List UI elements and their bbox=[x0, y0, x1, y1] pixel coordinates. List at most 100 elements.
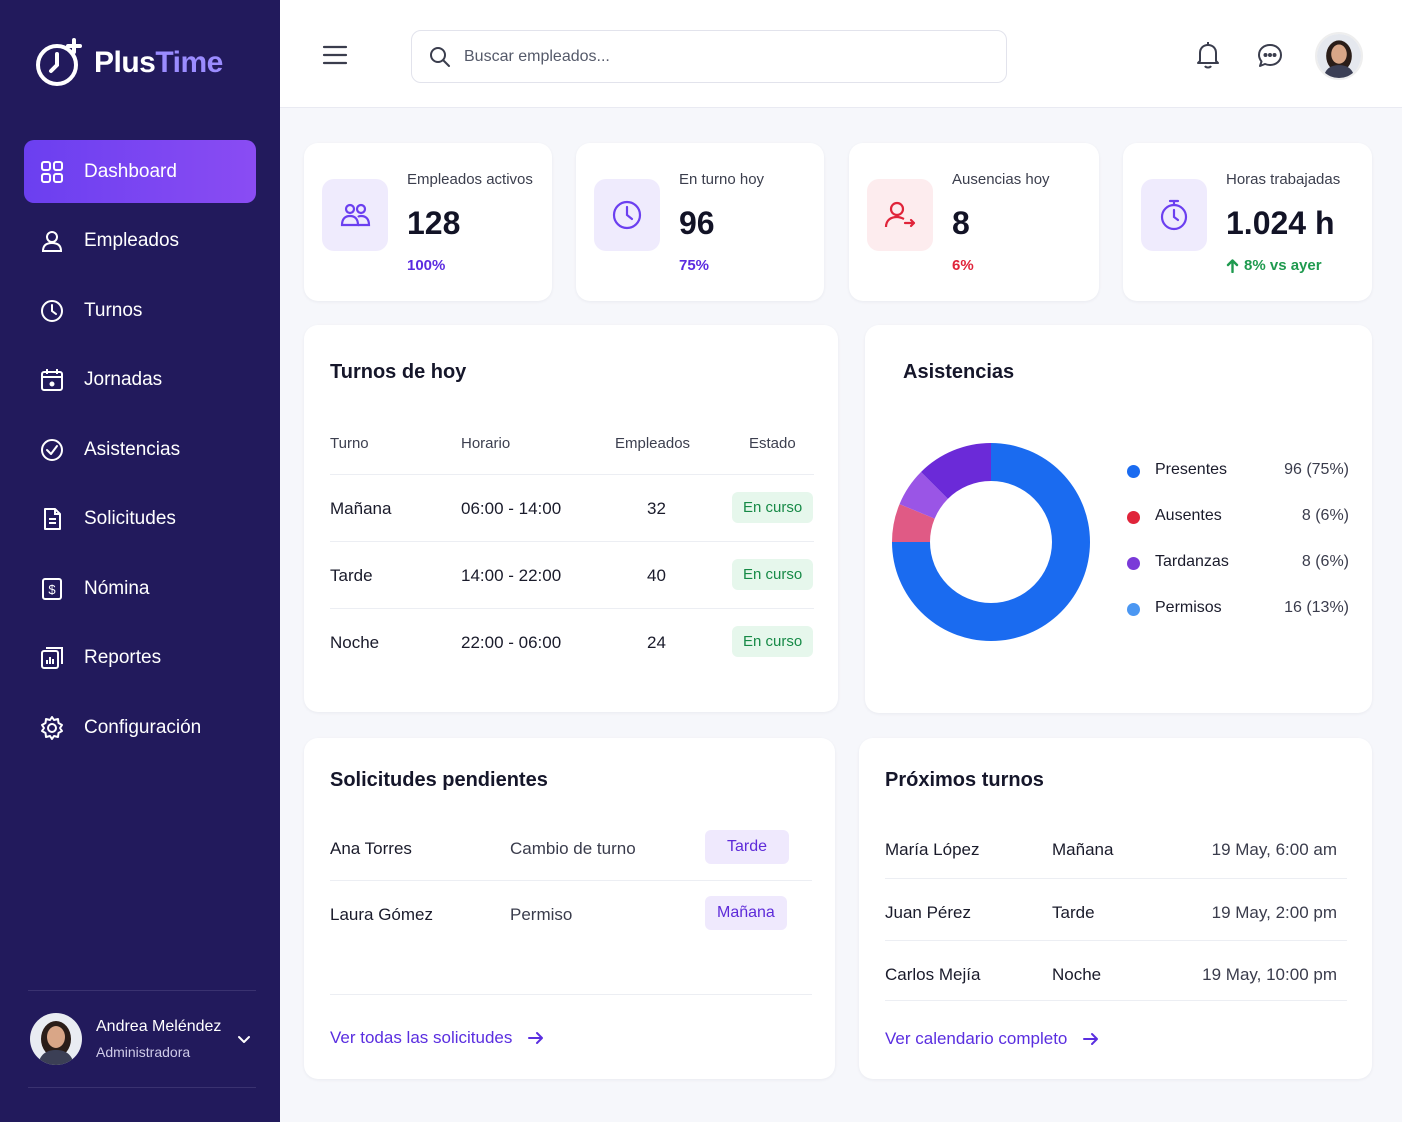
shift-date: 19 May, 6:00 am bbox=[1211, 840, 1337, 859]
legend-dot bbox=[1127, 465, 1140, 478]
divider bbox=[885, 1000, 1347, 1001]
sidebar-item-label: Asistencias bbox=[84, 438, 181, 460]
sidebar-item-empleados[interactable]: Empleados bbox=[24, 210, 256, 273]
donut-slice-ausentes[interactable] bbox=[892, 504, 935, 542]
sidebar-item-label: Turnos bbox=[84, 299, 143, 321]
sidebar-item-asistencias[interactable]: Asistencias bbox=[24, 418, 256, 481]
stat-card-empleados-activos: Empleados activos 128 100% bbox=[304, 143, 552, 301]
stat-icon-box bbox=[867, 179, 933, 251]
card-title: Próximos turnos bbox=[885, 769, 1044, 791]
users-icon bbox=[340, 203, 371, 227]
cell-horario: 06:00 - 14:00 bbox=[461, 499, 562, 518]
clock-plus-logo-icon bbox=[36, 38, 82, 86]
view-calendar-link[interactable]: Ver calendario completo bbox=[885, 1029, 1101, 1049]
sidebar-item-label: Reportes bbox=[84, 647, 162, 668]
brand-name: PlusTime bbox=[94, 46, 223, 80]
arrow-right-icon bbox=[1083, 1033, 1099, 1045]
stat-icon-box bbox=[1141, 179, 1207, 251]
shift-date: 19 May, 2:00 pm bbox=[1211, 903, 1337, 922]
legend-dot bbox=[1127, 511, 1140, 524]
user-profile[interactable]: Andrea Meléndez Administradora bbox=[28, 990, 256, 1088]
stopwatch-icon bbox=[1160, 199, 1188, 231]
cell-empleados: 24 bbox=[647, 633, 666, 652]
table-row[interactable]: Tarde 14:00 - 22:00 40 En curso bbox=[330, 541, 814, 608]
col-header: Estado bbox=[749, 435, 796, 452]
sidebar-item-nomina[interactable]: $ Nómina bbox=[24, 557, 256, 620]
list-item[interactable]: Carlos Mejía Noche 19 May, 10:00 pm bbox=[885, 940, 1347, 1002]
shift-date: 19 May, 10:00 pm bbox=[1202, 965, 1337, 984]
view-all-requests-link[interactable]: Ver todas las solicitudes bbox=[330, 1028, 546, 1048]
clock-icon bbox=[612, 200, 642, 230]
sidebar-item-label: Configuración bbox=[84, 716, 202, 738]
table-row[interactable]: Mañana 06:00 - 14:00 32 En curso bbox=[330, 474, 814, 541]
top-header bbox=[280, 0, 1402, 108]
sidebar-item-turnos[interactable]: Turnos bbox=[24, 279, 256, 342]
stat-sub: 75% bbox=[679, 257, 710, 274]
search-input[interactable] bbox=[464, 47, 964, 66]
stat-icon-box bbox=[594, 179, 660, 251]
table-row[interactable]: Noche 22:00 - 06:00 24 En curso bbox=[330, 608, 814, 675]
shift-name: Mañana bbox=[1052, 840, 1114, 859]
user-name: Andrea Meléndez bbox=[96, 1018, 222, 1035]
document-icon bbox=[38, 505, 66, 533]
status-badge: En curso bbox=[732, 626, 814, 657]
list-item[interactable]: Laura Gómez Permiso Mañana bbox=[330, 880, 812, 946]
cell-horario: 22:00 - 06:00 bbox=[461, 633, 562, 652]
legend-value: 8 (6%) bbox=[1301, 507, 1349, 524]
divider bbox=[330, 994, 812, 995]
shift-name: Tarde bbox=[1052, 903, 1095, 922]
sidebar-nav: Dashboard Empleados Turnos Jornadas Asis… bbox=[24, 140, 256, 766]
attendance-donut-chart bbox=[892, 443, 1090, 641]
chevron-down-icon[interactable] bbox=[234, 1029, 254, 1049]
stat-label: En turno hoy bbox=[679, 171, 765, 188]
bell-icon[interactable] bbox=[1194, 40, 1222, 70]
card-title: Asistencias bbox=[903, 361, 1015, 383]
sidebar-item-jornadas[interactable]: Jornadas bbox=[24, 349, 256, 412]
sidebar-item-dashboard[interactable]: Dashboard bbox=[24, 140, 256, 203]
card-title: Solicitudes pendientes bbox=[330, 769, 548, 791]
user-absent-icon bbox=[884, 201, 916, 228]
chat-icon[interactable] bbox=[1256, 40, 1284, 70]
link-text: Ver calendario completo bbox=[885, 1029, 1068, 1048]
brand-name-part2: Time bbox=[155, 46, 223, 79]
stat-sub: 8% vs ayer bbox=[1226, 257, 1322, 274]
employee-name: María López bbox=[885, 840, 980, 859]
header-avatar[interactable] bbox=[1315, 32, 1363, 80]
brand-logo[interactable]: PlusTime bbox=[34, 36, 223, 90]
donut-slice-tardanzas[interactable] bbox=[899, 471, 948, 519]
legend-value: 8 (6%) bbox=[1301, 553, 1349, 570]
legend-label: Tardanzas bbox=[1155, 553, 1229, 570]
calendar-icon bbox=[38, 366, 66, 394]
list-item[interactable]: María López Mañana 19 May, 6:00 am bbox=[885, 816, 1347, 878]
stat-sub-text: 8% vs ayer bbox=[1244, 257, 1322, 274]
sidebar-item-configuracion[interactable]: Configuración bbox=[24, 696, 256, 759]
stat-label: Ausencias hoy bbox=[952, 171, 1050, 188]
request-name: Ana Torres bbox=[330, 839, 412, 858]
donut-slice-presentes[interactable] bbox=[892, 443, 1090, 641]
stat-value: 1.024 h bbox=[1226, 205, 1335, 241]
shift-name: Noche bbox=[1052, 965, 1102, 984]
employee-name: Carlos Mejía bbox=[885, 965, 981, 984]
report-icon bbox=[38, 644, 66, 672]
sidebar-item-label: Solicitudes bbox=[84, 508, 176, 529]
menu-icon[interactable] bbox=[322, 44, 348, 66]
arrow-right-icon bbox=[528, 1032, 544, 1044]
stat-card-horas: Horas trabajadas 1.024 h 8% vs ayer bbox=[1123, 143, 1372, 301]
employee-name: Juan Pérez bbox=[885, 903, 971, 922]
user-icon bbox=[38, 227, 66, 255]
legend-label: Presentes bbox=[1155, 461, 1228, 478]
list-item[interactable]: Juan Pérez Tarde 19 May, 2:00 pm bbox=[885, 878, 1347, 940]
sidebar-item-solicitudes[interactable]: Solicitudes bbox=[24, 488, 256, 551]
sidebar-item-reportes[interactable]: Reportes bbox=[24, 627, 256, 690]
list-item[interactable]: Ana Torres Cambio de turno Tarde bbox=[330, 815, 812, 881]
card-title: Turnos de hoy bbox=[330, 361, 467, 383]
legend-dot bbox=[1127, 603, 1140, 616]
request-name: Laura Gómez bbox=[330, 905, 433, 924]
cell-empleados: 40 bbox=[647, 566, 666, 585]
legend-value: 96 (75%) bbox=[1284, 461, 1349, 478]
donut-slice-permisos[interactable] bbox=[920, 443, 991, 499]
cell-horario: 14:00 - 22:00 bbox=[461, 566, 562, 585]
legend-value: 16 (13%) bbox=[1284, 599, 1349, 616]
link-text: Ver todas las solicitudes bbox=[330, 1028, 513, 1047]
card-solicitudes: Solicitudes pendientes Ana Torres Cambio… bbox=[304, 738, 835, 1079]
